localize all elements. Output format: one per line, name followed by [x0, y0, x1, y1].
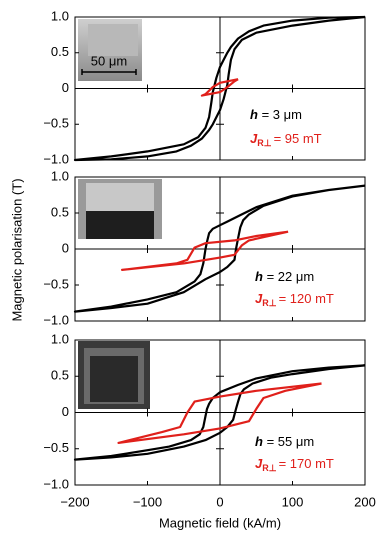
x-tick-label: 100 — [282, 494, 304, 509]
hysteresis-loop — [121, 230, 289, 271]
y-tick-label: −0.5 — [43, 440, 69, 455]
y-tick-label: 0 — [62, 404, 69, 419]
y-axis-label: Magnetic polarisation (T) — [9, 178, 24, 321]
inset-image — [78, 179, 162, 239]
annotation-text: = 3 μm — [258, 107, 302, 122]
y-tick-label: 0.5 — [51, 44, 69, 59]
annotation-symbol: J — [255, 456, 263, 471]
y-tick-label: 0 — [62, 240, 69, 255]
annotation: h = 55 μm — [255, 434, 314, 449]
hysteresis-loop — [73, 15, 366, 162]
annotation-text: = 120 mT — [279, 291, 334, 306]
y-tick-label: −1.0 — [43, 312, 69, 327]
annotation-subscript: R⊥ — [262, 298, 276, 308]
annotation-subscript: R⊥ — [257, 138, 271, 148]
x-tick-label: −200 — [60, 494, 89, 509]
scale-bar-label: 50 μm — [91, 53, 127, 68]
y-tick-label: 0.5 — [51, 368, 69, 383]
y-tick-label: 0.5 — [51, 204, 69, 219]
x-tick-label: 200 — [354, 494, 376, 509]
inset-image — [78, 341, 150, 409]
y-tick-label: 1.0 — [51, 8, 69, 23]
annotation: JR⊥ = 170 mT — [255, 456, 334, 473]
y-tick-label: 1.0 — [51, 331, 69, 346]
y-tick-label: −0.5 — [43, 116, 69, 131]
annotation-symbol: J — [255, 291, 263, 306]
annotation-text: = 95 mT — [274, 131, 322, 146]
inset-image — [78, 19, 142, 81]
hysteresis-loop — [73, 184, 366, 313]
annotation: h = 3 μm — [250, 107, 302, 122]
annotation: JR⊥ = 120 mT — [255, 291, 334, 308]
annotation: JR⊥ = 95 mT — [250, 131, 322, 148]
y-tick-label: −0.5 — [43, 276, 69, 291]
y-tick-label: 0 — [62, 80, 69, 95]
y-tick-label: −1.0 — [43, 151, 69, 166]
annotation-symbol: h — [255, 434, 263, 449]
y-tick-label: −1.0 — [43, 476, 69, 491]
annotation-symbol: J — [250, 131, 258, 146]
x-tick-label: −100 — [133, 494, 162, 509]
x-axis-label: Magnetic field (kA/m) — [159, 515, 281, 530]
annotation: h = 22 μm — [255, 269, 314, 284]
hysteresis-loop — [73, 364, 366, 461]
annotation-text: = 22 μm — [263, 269, 314, 284]
annotation-symbol: h — [255, 269, 263, 284]
annotation-subscript: R⊥ — [262, 463, 276, 473]
annotation-text: = 55 μm — [263, 434, 314, 449]
x-tick-label: 0 — [216, 494, 223, 509]
y-tick-label: 1.0 — [51, 168, 69, 183]
annotation-text: = 170 mT — [279, 456, 334, 471]
hysteresis-loop — [117, 382, 322, 444]
annotation-symbol: h — [250, 107, 258, 122]
hysteresis-loop — [200, 78, 239, 97]
